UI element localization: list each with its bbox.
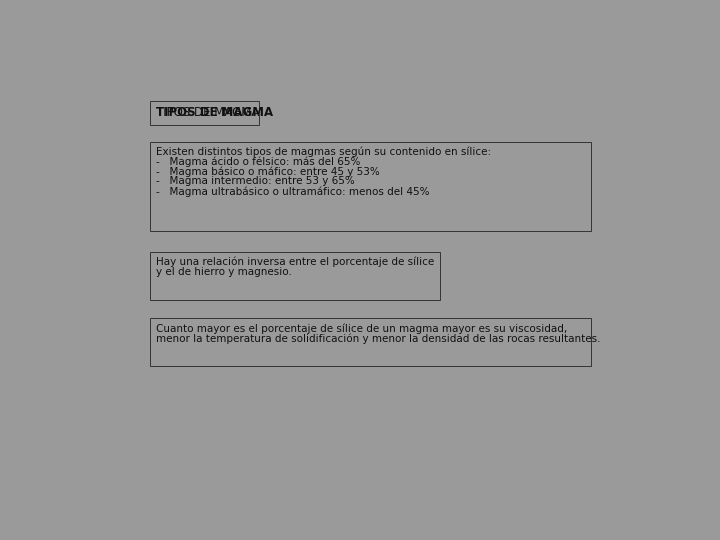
Text: TIPOS DE MAGMA: TIPOS DE MAGMA (156, 106, 273, 119)
Text: Cuanto mayor es el porcentaje de sílice de un magma mayor es su viscosidad,: Cuanto mayor es el porcentaje de sílice … (156, 323, 567, 334)
FancyBboxPatch shape (150, 101, 259, 125)
Text: Hay una relación inversa entre el porcentaje de sílice: Hay una relación inversa entre el porcen… (156, 257, 434, 267)
Text: -   Magma básico o máfico: entre 45 y 53%: - Magma básico o máfico: entre 45 y 53% (156, 166, 379, 177)
Text: -   Magma ácido o félsico: más del 65%: - Magma ácido o félsico: más del 65% (156, 157, 360, 167)
Text: y el de hierro y magnesio.: y el de hierro y magnesio. (156, 267, 292, 277)
Text: -   Magma intermedio: entre 53 y 65%: - Magma intermedio: entre 53 y 65% (156, 176, 354, 186)
Text: menor la temperatura de solidificación y menor la densidad de las rocas resultan: menor la temperatura de solidificación y… (156, 333, 600, 344)
FancyBboxPatch shape (150, 141, 591, 231)
Text: TIPOS DE MAGMA: TIPOS DE MAGMA (156, 106, 259, 119)
FancyBboxPatch shape (150, 252, 441, 300)
Text: Existen distintos tipos de magmas según su contenido en sílice:: Existen distintos tipos de magmas según … (156, 147, 491, 157)
FancyBboxPatch shape (150, 319, 591, 366)
Text: -   Magma ultrabásico o ultramáfico: menos del 45%: - Magma ultrabásico o ultramáfico: menos… (156, 186, 429, 197)
